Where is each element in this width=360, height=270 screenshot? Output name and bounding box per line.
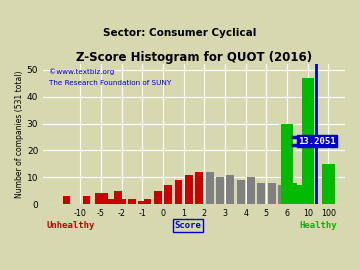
Title: Z-Score Histogram for QUOT (2016): Z-Score Histogram for QUOT (2016) xyxy=(76,52,312,65)
Text: Sector: Consumer Cyclical: Sector: Consumer Cyclical xyxy=(103,28,257,38)
Bar xyxy=(305,196,313,204)
Bar xyxy=(304,188,312,204)
Bar xyxy=(144,199,152,204)
Bar xyxy=(154,191,162,204)
Bar xyxy=(287,191,295,204)
Bar xyxy=(83,196,90,204)
Bar xyxy=(206,172,213,204)
Bar xyxy=(295,191,303,204)
Bar xyxy=(304,191,312,204)
Bar xyxy=(268,183,275,204)
Bar xyxy=(247,177,255,204)
Bar xyxy=(100,193,108,204)
Bar xyxy=(216,177,224,204)
Bar xyxy=(302,78,314,204)
Bar xyxy=(290,183,297,204)
Bar xyxy=(128,199,136,204)
Bar xyxy=(195,172,203,204)
Bar xyxy=(107,199,115,204)
Bar xyxy=(278,185,286,204)
Bar xyxy=(305,191,313,204)
Bar xyxy=(118,199,126,204)
Bar xyxy=(139,201,146,204)
Text: Score: Score xyxy=(175,221,202,230)
Bar xyxy=(302,191,310,204)
Bar xyxy=(292,185,300,204)
Text: The Research Foundation of SUNY: The Research Foundation of SUNY xyxy=(49,80,171,86)
Bar xyxy=(304,191,312,204)
Bar xyxy=(95,193,103,204)
Bar xyxy=(114,191,122,204)
Bar xyxy=(305,191,312,204)
Bar xyxy=(63,196,71,204)
Bar xyxy=(305,188,312,204)
Bar xyxy=(322,164,335,204)
Bar xyxy=(304,188,312,204)
Bar xyxy=(257,183,265,204)
Bar xyxy=(297,193,305,204)
Text: ©www.textbiz.org: ©www.textbiz.org xyxy=(49,69,114,75)
Bar xyxy=(281,124,293,204)
Bar xyxy=(237,180,244,204)
Bar xyxy=(175,180,183,204)
Bar xyxy=(300,185,308,204)
Bar xyxy=(284,185,292,204)
Bar xyxy=(226,175,234,204)
Bar xyxy=(305,191,312,204)
Bar xyxy=(185,175,193,204)
Text: 13.2051: 13.2051 xyxy=(298,137,336,146)
Text: Healthy: Healthy xyxy=(299,221,337,230)
Bar xyxy=(164,185,172,204)
Bar xyxy=(304,191,312,204)
Y-axis label: Number of companies (531 total): Number of companies (531 total) xyxy=(15,70,24,198)
Text: Unhealthy: Unhealthy xyxy=(46,221,94,230)
